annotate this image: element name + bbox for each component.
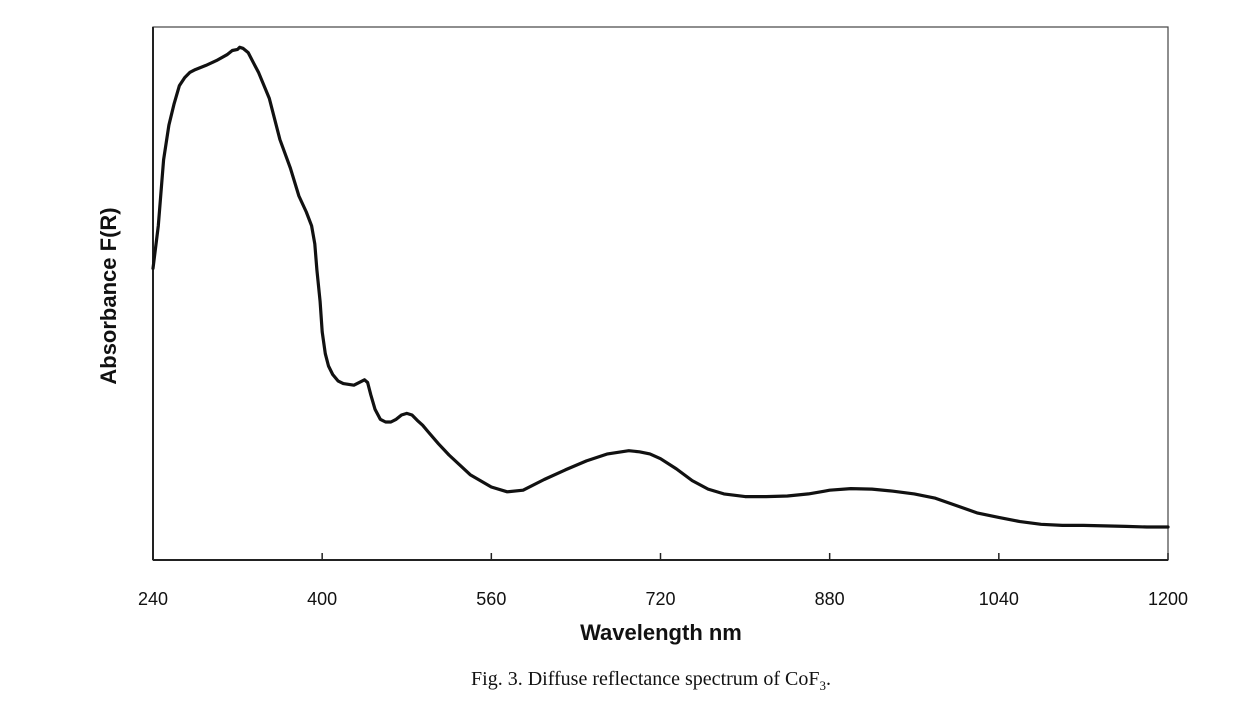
x-tick-label: 720 (645, 589, 675, 609)
figure-caption: Fig. 3. Diffuse reflectance spectrum of … (471, 668, 831, 693)
x-axis-tick-labels: 240 400 560 720 880 1040 1200 (138, 589, 1188, 609)
caption-end: . (826, 668, 831, 690)
absorbance-series-line (151, 45, 1170, 529)
caption-text: Fig. 3. Diffuse reflectance spectrum of … (471, 668, 819, 690)
x-axis-ticks (152, 553, 1169, 560)
x-tick-label: 400 (307, 589, 337, 609)
x-tick-label: 880 (815, 589, 845, 609)
x-axis-title: Wavelength nm (580, 620, 742, 645)
x-tick-label: 240 (138, 589, 168, 609)
caption-subscript: 3 (819, 678, 826, 693)
x-tick-label: 560 (476, 589, 506, 609)
x-tick-label: 1200 (1148, 589, 1188, 609)
y-axis-title: Absorbance F(R) (96, 207, 121, 384)
x-tick-label: 1040 (979, 589, 1019, 609)
plot-area (152, 26, 1169, 561)
